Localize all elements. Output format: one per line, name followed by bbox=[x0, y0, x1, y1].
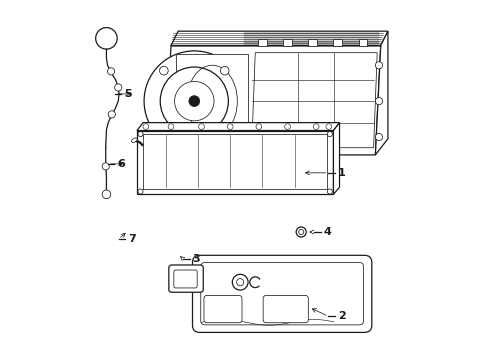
Circle shape bbox=[232, 274, 247, 290]
Circle shape bbox=[159, 127, 168, 136]
Bar bbox=[283, 39, 291, 45]
Text: 5: 5 bbox=[124, 89, 132, 99]
Circle shape bbox=[160, 67, 228, 135]
Circle shape bbox=[326, 132, 332, 136]
Polygon shape bbox=[375, 31, 387, 155]
Circle shape bbox=[102, 163, 109, 170]
Text: 6: 6 bbox=[117, 159, 125, 169]
Circle shape bbox=[188, 96, 199, 107]
FancyBboxPatch shape bbox=[168, 265, 203, 292]
Polygon shape bbox=[137, 123, 339, 131]
FancyBboxPatch shape bbox=[192, 255, 371, 332]
Bar bbox=[258, 39, 266, 45]
Circle shape bbox=[102, 190, 110, 199]
FancyBboxPatch shape bbox=[203, 296, 242, 323]
Circle shape bbox=[255, 124, 261, 130]
Circle shape bbox=[298, 229, 303, 234]
Text: 4: 4 bbox=[323, 227, 330, 237]
FancyBboxPatch shape bbox=[174, 270, 197, 288]
Polygon shape bbox=[137, 131, 333, 194]
Circle shape bbox=[108, 111, 115, 118]
Circle shape bbox=[168, 124, 174, 130]
Circle shape bbox=[159, 66, 168, 75]
Text: 1: 1 bbox=[337, 168, 345, 178]
Circle shape bbox=[198, 124, 204, 130]
Bar bbox=[358, 39, 366, 45]
Circle shape bbox=[227, 124, 233, 130]
Polygon shape bbox=[176, 54, 247, 148]
Polygon shape bbox=[165, 45, 380, 155]
Ellipse shape bbox=[131, 138, 137, 143]
Text: 3: 3 bbox=[192, 254, 200, 264]
Circle shape bbox=[138, 132, 142, 136]
Bar bbox=[308, 39, 316, 45]
Circle shape bbox=[138, 189, 142, 194]
Circle shape bbox=[220, 66, 228, 75]
Circle shape bbox=[325, 124, 331, 130]
Circle shape bbox=[375, 98, 382, 105]
FancyBboxPatch shape bbox=[201, 262, 363, 325]
Circle shape bbox=[174, 81, 214, 121]
Circle shape bbox=[107, 68, 115, 75]
Bar bbox=[333, 39, 341, 45]
Circle shape bbox=[284, 124, 290, 130]
Circle shape bbox=[115, 84, 122, 91]
Circle shape bbox=[220, 127, 228, 136]
Text: 7: 7 bbox=[128, 234, 136, 244]
Circle shape bbox=[96, 28, 117, 49]
Circle shape bbox=[375, 62, 382, 69]
Circle shape bbox=[313, 124, 319, 130]
Polygon shape bbox=[251, 53, 376, 148]
Circle shape bbox=[144, 51, 244, 151]
Circle shape bbox=[236, 279, 244, 286]
FancyBboxPatch shape bbox=[263, 296, 308, 323]
Circle shape bbox=[142, 124, 148, 130]
Circle shape bbox=[326, 189, 332, 194]
Text: 2: 2 bbox=[337, 311, 345, 321]
Circle shape bbox=[375, 134, 382, 140]
Circle shape bbox=[296, 227, 305, 237]
Polygon shape bbox=[333, 123, 339, 194]
Polygon shape bbox=[171, 31, 387, 45]
